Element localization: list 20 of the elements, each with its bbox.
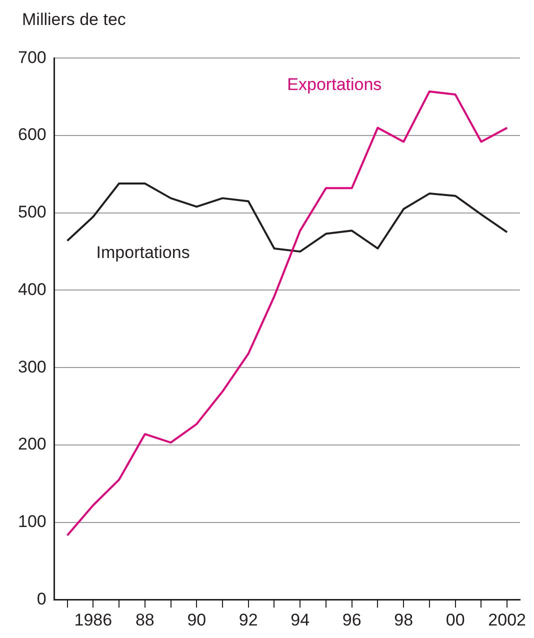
y-tick-label: 300 [18, 357, 46, 376]
series-label: Importations [96, 242, 190, 262]
y-tick-label: 400 [18, 280, 46, 299]
y-axis-title: Milliers de tec [22, 10, 126, 30]
x-tick-label: 1986 [74, 610, 112, 630]
y-tick-label: 500 [18, 202, 46, 222]
y-tick-label: 600 [18, 125, 46, 144]
y-tick-label: 100 [18, 512, 46, 531]
x-tick-label: 92 [238, 610, 258, 630]
x-tick-label: 00 [446, 610, 465, 630]
y-tick-label: 0 [36, 589, 46, 608]
x-tick-label: 90 [187, 610, 206, 630]
text: Exportations [287, 74, 382, 94]
x-tick-label: 88 [135, 610, 154, 630]
x-tick-label: 94 [290, 610, 310, 630]
y-tick-label: 700 [18, 48, 46, 67]
y-tick-label: 200 [18, 434, 46, 454]
x-tick-label: 96 [342, 610, 362, 630]
x-tick-label: 98 [394, 610, 414, 630]
x-tick-label: 2002 [488, 610, 526, 630]
